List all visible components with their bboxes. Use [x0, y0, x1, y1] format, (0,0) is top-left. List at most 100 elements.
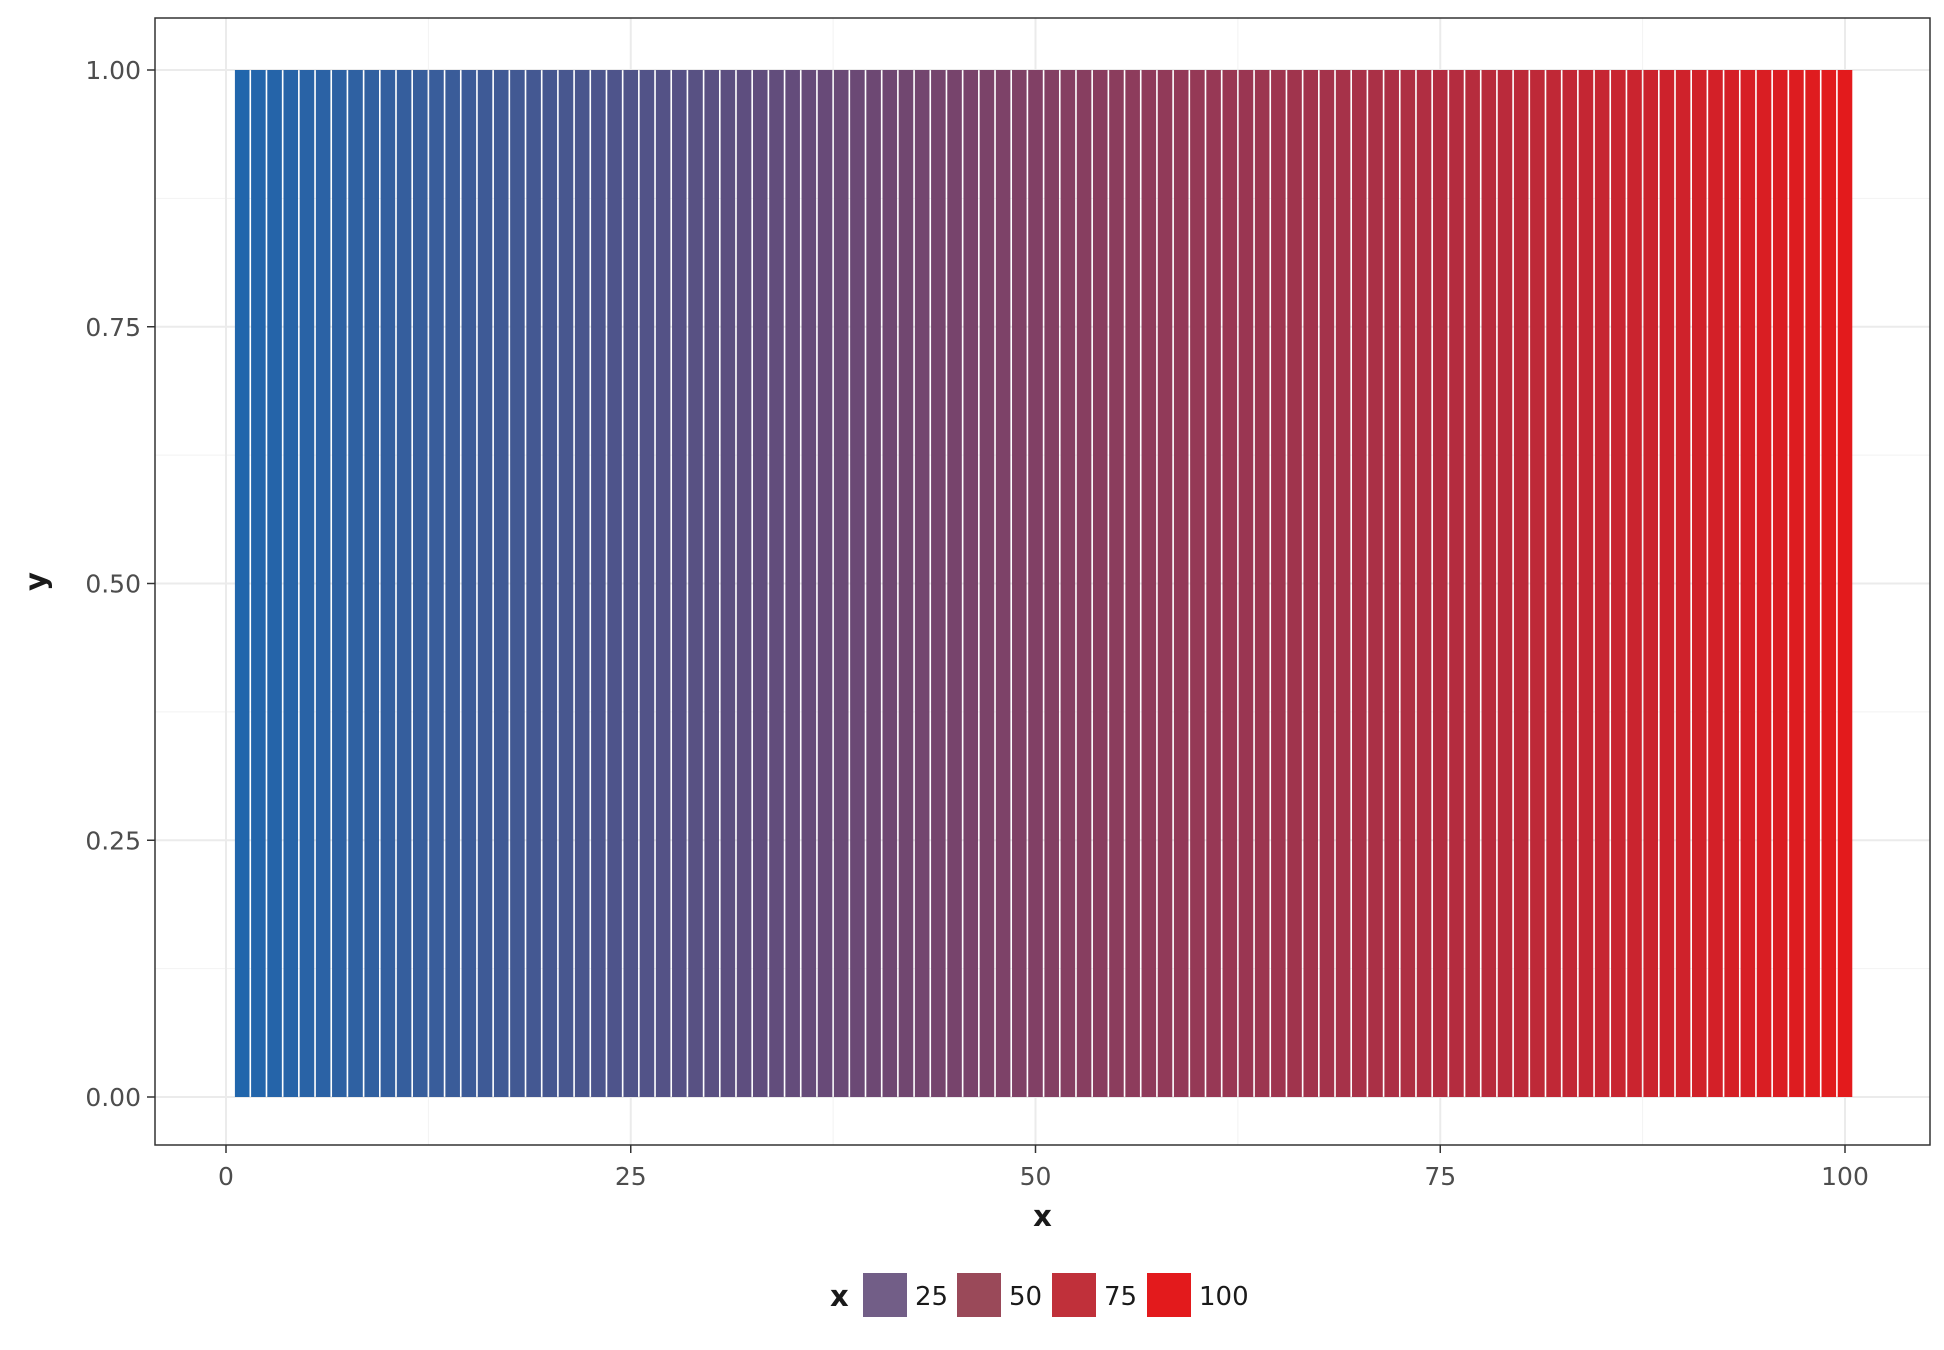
bar	[251, 70, 266, 1097]
x-axis-title: x	[1033, 1199, 1052, 1233]
bar	[866, 70, 881, 1097]
bar	[1627, 70, 1642, 1097]
bar	[396, 70, 412, 1097]
bar	[623, 70, 639, 1097]
bar	[947, 70, 962, 1097]
bar	[1805, 70, 1820, 1097]
bar	[720, 70, 736, 1097]
bar	[1335, 70, 1351, 1097]
bar	[1740, 70, 1756, 1097]
bar	[785, 70, 800, 1097]
bar	[1190, 70, 1205, 1097]
bar	[348, 70, 363, 1097]
bar	[931, 70, 946, 1097]
x-axis: 0 25 50 75 100	[218, 1145, 1869, 1191]
x-tick-label: 100	[1821, 1162, 1869, 1191]
bar	[526, 70, 541, 1097]
bar	[1060, 70, 1076, 1097]
bar	[1384, 70, 1399, 1097]
bar	[817, 70, 833, 1097]
bar	[1449, 70, 1464, 1097]
legend-items: 25 50 75 100	[863, 1273, 1249, 1317]
bar	[1659, 70, 1675, 1097]
bar	[1724, 70, 1739, 1097]
bar	[1092, 70, 1108, 1097]
bar	[1562, 70, 1578, 1097]
legend-title: x	[830, 1279, 849, 1313]
bar	[461, 70, 477, 1097]
legend-label: 50	[1009, 1282, 1042, 1312]
bar	[429, 70, 444, 1097]
bar	[914, 70, 930, 1097]
bar	[1578, 70, 1594, 1097]
bar	[995, 70, 1011, 1097]
y-axis-title: y	[19, 572, 53, 591]
bar	[1513, 70, 1529, 1097]
bar	[1675, 70, 1691, 1097]
bar	[1076, 70, 1092, 1097]
bar	[1708, 70, 1723, 1097]
bar	[1465, 70, 1480, 1097]
legend: x 25 50 75 100	[830, 1273, 1249, 1317]
bar	[1611, 70, 1626, 1097]
bar	[1254, 70, 1270, 1097]
y-tick-label: 1.00	[85, 56, 141, 85]
bar	[688, 70, 703, 1097]
bar	[1238, 70, 1254, 1097]
bar	[1416, 70, 1432, 1097]
bar	[315, 70, 331, 1097]
y-tick-label: 0.00	[85, 1083, 141, 1112]
bar	[1432, 70, 1448, 1097]
bar	[477, 70, 493, 1097]
bar	[267, 70, 282, 1097]
bar	[769, 70, 784, 1097]
bars	[234, 70, 1853, 1097]
x-tick-label: 50	[1020, 1162, 1052, 1191]
bar	[542, 70, 558, 1097]
bar	[364, 70, 379, 1097]
bar	[607, 70, 622, 1097]
bar	[1643, 70, 1659, 1097]
bar	[833, 70, 849, 1097]
bar	[736, 70, 752, 1097]
bar	[1821, 70, 1837, 1097]
bar	[1481, 70, 1497, 1097]
bar	[591, 70, 606, 1097]
bar	[1141, 70, 1157, 1097]
y-tick-label: 0.50	[85, 570, 141, 599]
bar	[380, 70, 396, 1097]
bar	[1125, 70, 1140, 1097]
bar	[1173, 70, 1189, 1097]
bar	[1109, 70, 1124, 1097]
legend-label: 25	[915, 1282, 948, 1312]
bar	[299, 70, 315, 1097]
bar	[283, 70, 299, 1097]
bar	[1772, 70, 1788, 1097]
bar	[639, 70, 655, 1097]
legend-swatch	[863, 1273, 907, 1317]
legend-swatch	[957, 1273, 1001, 1317]
bar	[558, 70, 574, 1097]
bar	[574, 70, 590, 1097]
bar	[1546, 70, 1561, 1097]
bar	[704, 70, 719, 1097]
bar	[850, 70, 865, 1097]
bar	[1303, 70, 1319, 1097]
y-tick-label: 0.25	[85, 826, 141, 855]
bar	[1594, 70, 1610, 1097]
bar	[1756, 70, 1772, 1097]
bar	[445, 70, 460, 1097]
bar	[1789, 70, 1804, 1097]
bar	[1400, 70, 1416, 1097]
bar	[1530, 70, 1545, 1097]
bar	[801, 70, 817, 1097]
bar	[752, 70, 768, 1097]
legend-swatch	[1147, 1273, 1191, 1317]
bar	[493, 70, 509, 1097]
bar	[1497, 70, 1513, 1097]
bar	[1271, 70, 1286, 1097]
bar	[655, 70, 671, 1097]
legend-label: 100	[1199, 1282, 1249, 1312]
bar	[898, 70, 914, 1097]
bar	[1028, 70, 1043, 1097]
